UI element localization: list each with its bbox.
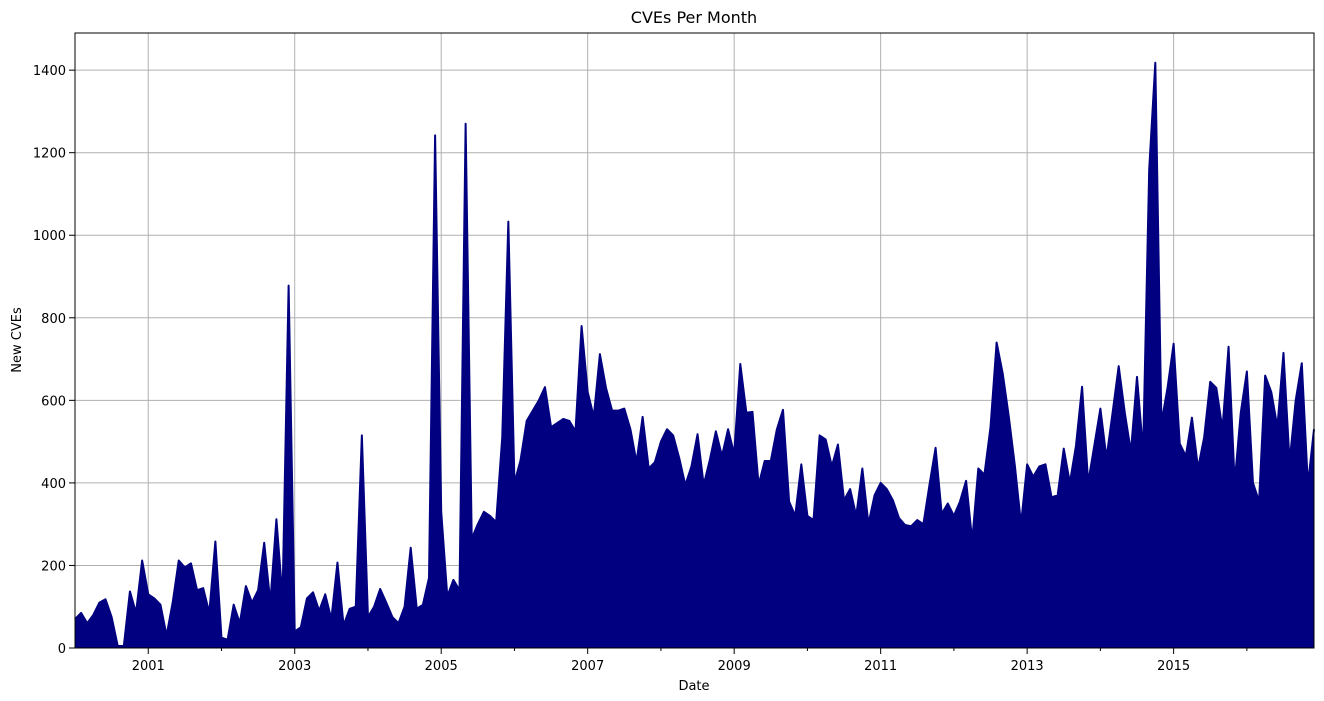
chart-title: CVEs Per Month [631, 8, 757, 27]
x-tick-label: 2011 [864, 659, 897, 674]
area-series [74, 61, 1315, 649]
x-tick-label: 2015 [1157, 659, 1190, 674]
y-tick-label: 1200 [33, 147, 66, 162]
y-tick-label: 600 [41, 394, 66, 409]
x-tick-label: 2007 [571, 659, 604, 674]
y-tick-label: 0 [58, 642, 66, 657]
x-axis-label: Date [678, 679, 709, 694]
plot-frame [74, 32, 1315, 649]
x-tick-label: 2005 [425, 659, 458, 674]
y-tick-label: 1000 [33, 229, 66, 244]
y-axis-label: New CVEs [10, 307, 25, 373]
cve-area-fill [75, 62, 1314, 649]
x-tick-label: 2009 [718, 659, 751, 674]
x-tick-label: 2013 [1011, 659, 1044, 674]
y-tick-label: 800 [41, 312, 66, 327]
cve-series-line [74, 61, 1315, 647]
y-tick-label: 200 [41, 559, 66, 574]
x-axis-ticks: 2001 2003 2005 2007 2009 2011 2013 2015 [132, 648, 1248, 674]
y-tick-label: 400 [41, 477, 66, 492]
y-axis-ticks: 0 200 400 600 800 1000 1200 1400 [33, 64, 75, 657]
x-tick-label: 2003 [278, 659, 311, 674]
x-tick-label: 2001 [132, 659, 165, 674]
y-tick-label: 1400 [33, 64, 66, 79]
